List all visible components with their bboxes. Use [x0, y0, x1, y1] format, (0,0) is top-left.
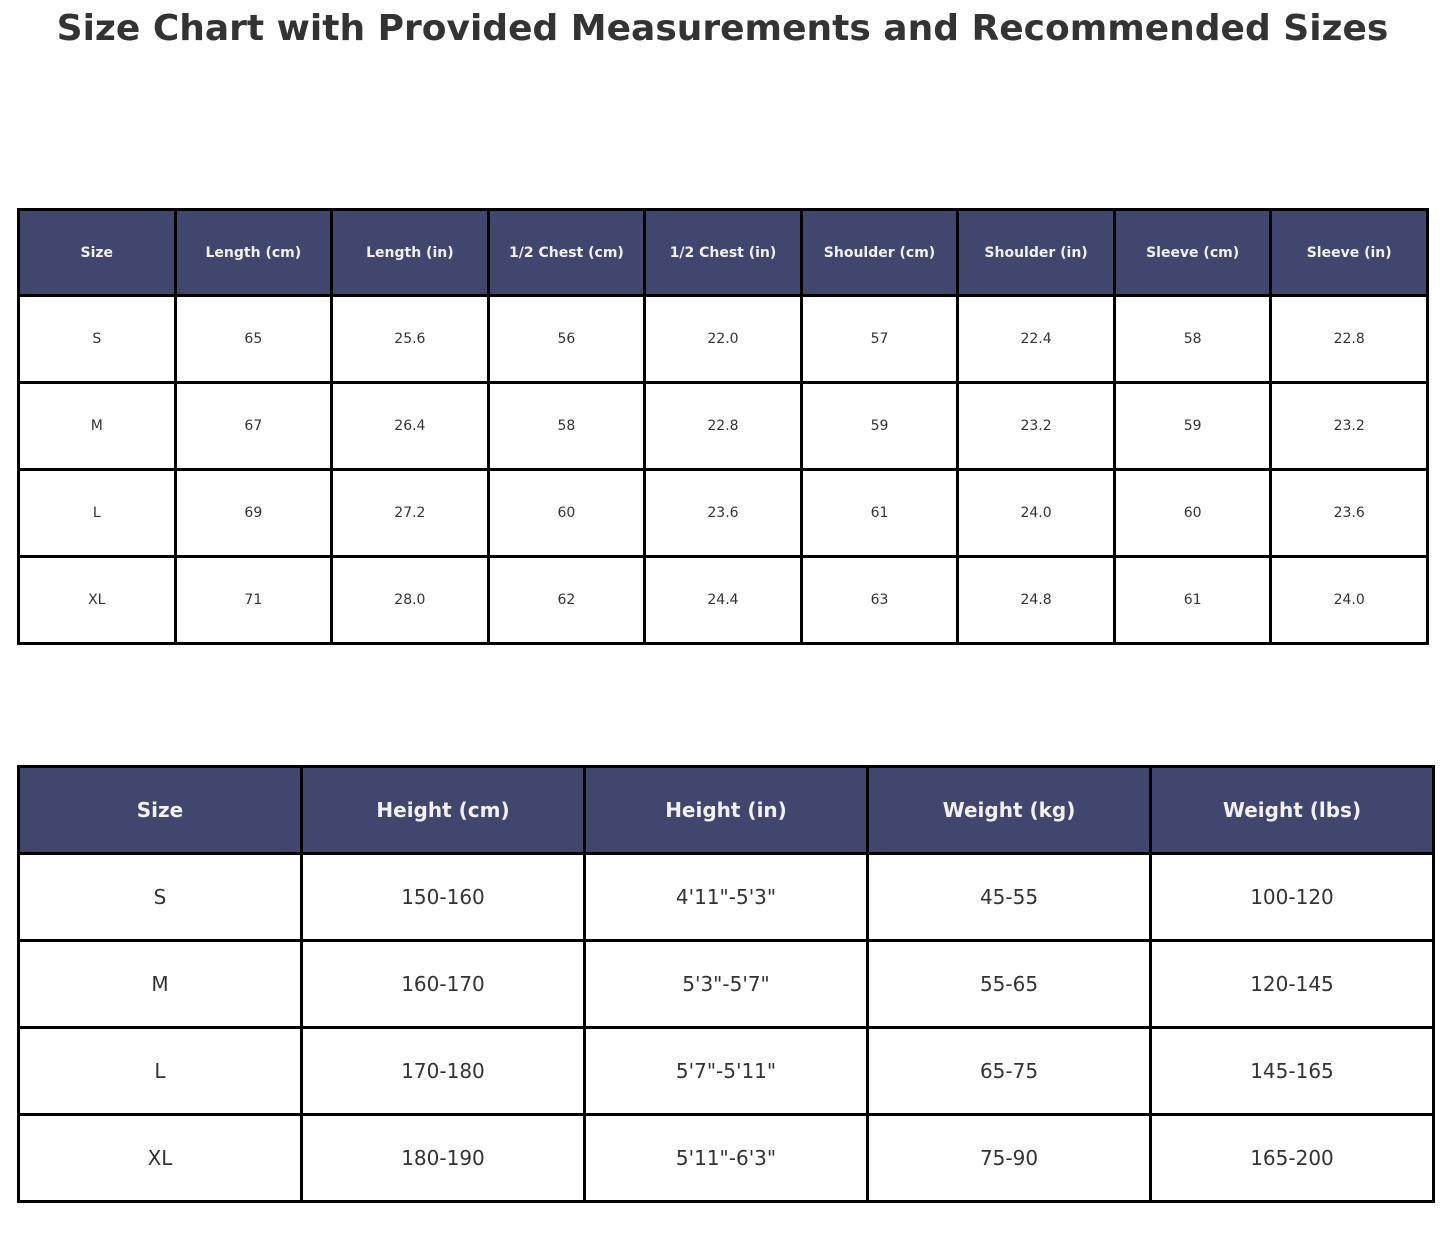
value-cell: 23.6	[1269, 468, 1429, 558]
size-cell: M	[17, 381, 177, 471]
table-row: S 65 25.6 56 22.0 57 22.4 58 22.8	[17, 294, 1429, 384]
value-cell: 75-90	[866, 1113, 1152, 1203]
value-cell: 24.0	[956, 468, 1116, 558]
size-cell: XL	[17, 1113, 303, 1203]
value-cell: 58	[486, 381, 647, 471]
value-cell: 61	[1112, 555, 1273, 645]
table-row: M 160-170 5'3"-5'7" 55-65 120-145	[17, 939, 1435, 1029]
value-cell: 63	[799, 555, 960, 645]
value-cell: 23.2	[1269, 381, 1429, 471]
column-header: Height (cm)	[300, 765, 586, 855]
value-cell: 160-170	[300, 939, 586, 1029]
column-header: Weight (kg)	[866, 765, 1152, 855]
column-header: Sleeve (in)	[1269, 208, 1429, 297]
column-header: 1/2 Chest (cm)	[486, 208, 647, 297]
value-cell: 45-55	[866, 852, 1152, 942]
value-cell: 22.4	[956, 294, 1116, 384]
recommended-sizes-table-header: Size Height (cm) Height (in) Weight (kg) Wei…	[17, 765, 1435, 855]
value-cell: 55-65	[866, 939, 1152, 1029]
table-row: L 69 27.2 60 23.6 61 24.0 60 23.6	[17, 468, 1429, 558]
value-cell: 25.6	[330, 294, 490, 384]
value-cell: 65-75	[866, 1026, 1152, 1116]
measurements-table: Size Length (cm) Length (in) 1/2 Chest (cm)…	[17, 208, 1429, 645]
value-cell: 71	[173, 555, 334, 645]
value-cell: 65	[173, 294, 334, 384]
value-cell: 69	[173, 468, 334, 558]
value-cell: 28.0	[330, 555, 490, 645]
column-header: Shoulder (in)	[956, 208, 1116, 297]
value-cell: 180-190	[300, 1113, 586, 1203]
column-header: Size	[17, 765, 303, 855]
measurements-table-body: S 65 25.6 56 22.0 57 22.4 58 22.8 M 67 26.4 58 22.8 59…	[17, 294, 1429, 645]
value-cell: 5'11"-6'3"	[583, 1113, 869, 1203]
column-header: Size	[17, 208, 177, 297]
value-cell: 61	[799, 468, 960, 558]
value-cell: 22.8	[643, 381, 803, 471]
column-header: Weight (lbs)	[1149, 765, 1435, 855]
header-row: Size Height (cm) Height (in) Weight (kg) Wei…	[17, 765, 1435, 855]
value-cell: 24.0	[1269, 555, 1429, 645]
value-cell: 22.0	[643, 294, 803, 384]
value-cell: 24.8	[956, 555, 1116, 645]
table-row: XL 180-190 5'11"-6'3" 75-90 165-200	[17, 1113, 1435, 1203]
size-cell: XL	[17, 555, 177, 645]
table-row: M 67 26.4 58 22.8 59 23.2 59 23.2	[17, 381, 1429, 471]
column-header: 1/2 Chest (in)	[643, 208, 803, 297]
value-cell: 4'11"-5'3"	[583, 852, 869, 942]
recommended-sizes-table: Size Height (cm) Height (in) Weight (kg) Wei…	[17, 765, 1435, 1203]
value-cell: 58	[1112, 294, 1273, 384]
value-cell: 120-145	[1149, 939, 1435, 1029]
column-header: Length (in)	[330, 208, 490, 297]
header-row: Size Length (cm) Length (in) 1/2 Chest (cm)…	[17, 208, 1429, 297]
value-cell: 27.2	[330, 468, 490, 558]
size-cell: M	[17, 939, 303, 1029]
value-cell: 62	[486, 555, 647, 645]
size-cell: L	[17, 1026, 303, 1116]
value-cell: 56	[486, 294, 647, 384]
value-cell: 5'7"-5'11"	[583, 1026, 869, 1116]
table-row: L 170-180 5'7"-5'11" 65-75 145-165	[17, 1026, 1435, 1116]
measurements-table-header: Size Length (cm) Length (in) 1/2 Chest (cm)…	[17, 208, 1429, 297]
value-cell: 60	[486, 468, 647, 558]
size-cell: S	[17, 852, 303, 942]
recommended-sizes-table-body: S 150-160 4'11"-5'3" 45-55 100-120 M 160-170 5'…	[17, 852, 1435, 1203]
value-cell: 23.2	[956, 381, 1116, 471]
value-cell: 59	[799, 381, 960, 471]
size-cell: L	[17, 468, 177, 558]
size-cell: S	[17, 294, 177, 384]
value-cell: 22.8	[1269, 294, 1429, 384]
value-cell: 26.4	[330, 381, 490, 471]
column-header: Sleeve (cm)	[1112, 208, 1273, 297]
value-cell: 165-200	[1149, 1113, 1435, 1203]
value-cell: 67	[173, 381, 334, 471]
table-row: XL 71 28.0 62 24.4 63 24.8 61 24.0	[17, 555, 1429, 645]
column-header: Shoulder (cm)	[799, 208, 960, 297]
value-cell: 60	[1112, 468, 1273, 558]
column-header: Height (in)	[583, 765, 869, 855]
page-title: Size Chart with Provided Measurements an…	[56, 8, 1389, 49]
value-cell: 23.6	[643, 468, 803, 558]
value-cell: 170-180	[300, 1026, 586, 1116]
column-header: Length (cm)	[173, 208, 334, 297]
value-cell: 150-160	[300, 852, 586, 942]
value-cell: 57	[799, 294, 960, 384]
value-cell: 100-120	[1149, 852, 1435, 942]
value-cell: 145-165	[1149, 1026, 1435, 1116]
value-cell: 5'3"-5'7"	[583, 939, 869, 1029]
value-cell: 59	[1112, 381, 1273, 471]
value-cell: 24.4	[643, 555, 803, 645]
table-row: S 150-160 4'11"-5'3" 45-55 100-120	[17, 852, 1435, 942]
